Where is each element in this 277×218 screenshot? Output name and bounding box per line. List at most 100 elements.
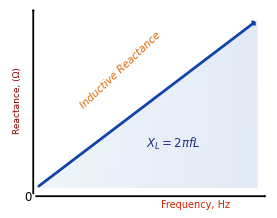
- Text: Reactance, (Ω): Reactance, (Ω): [13, 67, 22, 134]
- Polygon shape: [163, 91, 164, 188]
- Polygon shape: [186, 74, 187, 188]
- Polygon shape: [150, 101, 151, 188]
- Polygon shape: [236, 36, 237, 188]
- Polygon shape: [217, 50, 218, 188]
- Text: $X_L = 2\pi fL$: $X_L = 2\pi fL$: [147, 136, 201, 152]
- Polygon shape: [143, 106, 144, 188]
- Polygon shape: [231, 39, 258, 40]
- Polygon shape: [86, 149, 258, 150]
- Polygon shape: [49, 178, 258, 179]
- Polygon shape: [230, 40, 231, 188]
- Polygon shape: [167, 88, 168, 188]
- Polygon shape: [43, 182, 44, 188]
- Polygon shape: [242, 31, 243, 188]
- Polygon shape: [120, 123, 121, 188]
- Polygon shape: [95, 143, 96, 188]
- Polygon shape: [102, 138, 103, 188]
- Polygon shape: [205, 59, 206, 188]
- Polygon shape: [163, 91, 258, 92]
- Polygon shape: [74, 159, 75, 188]
- Polygon shape: [194, 68, 195, 188]
- Polygon shape: [190, 71, 191, 188]
- Polygon shape: [105, 135, 258, 136]
- Polygon shape: [58, 171, 258, 172]
- Polygon shape: [71, 161, 72, 188]
- Polygon shape: [183, 76, 184, 188]
- Polygon shape: [77, 157, 78, 188]
- Polygon shape: [234, 37, 235, 188]
- Polygon shape: [189, 72, 190, 188]
- Polygon shape: [52, 175, 53, 188]
- Polygon shape: [42, 183, 43, 188]
- Polygon shape: [101, 138, 102, 188]
- Polygon shape: [250, 25, 251, 188]
- Polygon shape: [48, 178, 49, 188]
- Polygon shape: [245, 29, 246, 188]
- Polygon shape: [115, 128, 116, 188]
- Polygon shape: [93, 144, 258, 145]
- Polygon shape: [87, 149, 88, 188]
- Polygon shape: [242, 31, 258, 32]
- Polygon shape: [243, 30, 258, 31]
- Polygon shape: [215, 52, 216, 188]
- Polygon shape: [181, 77, 258, 78]
- Polygon shape: [175, 82, 176, 188]
- Polygon shape: [80, 154, 81, 188]
- Polygon shape: [249, 26, 250, 188]
- Polygon shape: [115, 127, 258, 128]
- Polygon shape: [106, 134, 258, 135]
- Polygon shape: [132, 114, 133, 188]
- Polygon shape: [37, 187, 258, 188]
- Polygon shape: [161, 93, 162, 188]
- Polygon shape: [238, 34, 258, 35]
- Polygon shape: [148, 102, 149, 188]
- Polygon shape: [225, 43, 258, 44]
- Polygon shape: [135, 112, 258, 113]
- Polygon shape: [223, 46, 224, 188]
- Polygon shape: [125, 120, 258, 121]
- Polygon shape: [194, 68, 258, 69]
- Polygon shape: [257, 20, 258, 21]
- Polygon shape: [107, 134, 108, 188]
- Polygon shape: [88, 148, 258, 149]
- Polygon shape: [229, 41, 230, 188]
- Polygon shape: [129, 117, 130, 188]
- Polygon shape: [47, 179, 258, 180]
- Polygon shape: [104, 136, 258, 137]
- Polygon shape: [193, 69, 258, 70]
- Polygon shape: [64, 166, 258, 167]
- Polygon shape: [201, 63, 202, 188]
- Polygon shape: [97, 141, 98, 188]
- Polygon shape: [218, 49, 258, 50]
- Polygon shape: [173, 84, 258, 85]
- Polygon shape: [126, 119, 127, 188]
- Polygon shape: [67, 164, 68, 188]
- Polygon shape: [40, 184, 258, 185]
- Polygon shape: [214, 52, 258, 53]
- Polygon shape: [105, 135, 106, 188]
- Polygon shape: [135, 112, 136, 188]
- Polygon shape: [171, 85, 172, 188]
- Polygon shape: [127, 118, 258, 119]
- Polygon shape: [97, 141, 258, 142]
- Polygon shape: [44, 181, 258, 182]
- Polygon shape: [226, 43, 227, 188]
- Polygon shape: [154, 98, 258, 99]
- Polygon shape: [91, 146, 258, 147]
- Polygon shape: [178, 80, 179, 188]
- Polygon shape: [203, 61, 204, 188]
- Polygon shape: [159, 94, 258, 95]
- Polygon shape: [101, 138, 258, 139]
- Polygon shape: [142, 107, 143, 188]
- Polygon shape: [116, 127, 117, 188]
- Polygon shape: [72, 160, 73, 188]
- Polygon shape: [84, 151, 85, 188]
- Polygon shape: [156, 96, 258, 97]
- Polygon shape: [253, 22, 258, 23]
- Polygon shape: [153, 99, 154, 188]
- Polygon shape: [179, 79, 258, 80]
- Polygon shape: [195, 67, 196, 188]
- Polygon shape: [98, 140, 99, 188]
- Polygon shape: [37, 187, 38, 188]
- Polygon shape: [255, 21, 256, 188]
